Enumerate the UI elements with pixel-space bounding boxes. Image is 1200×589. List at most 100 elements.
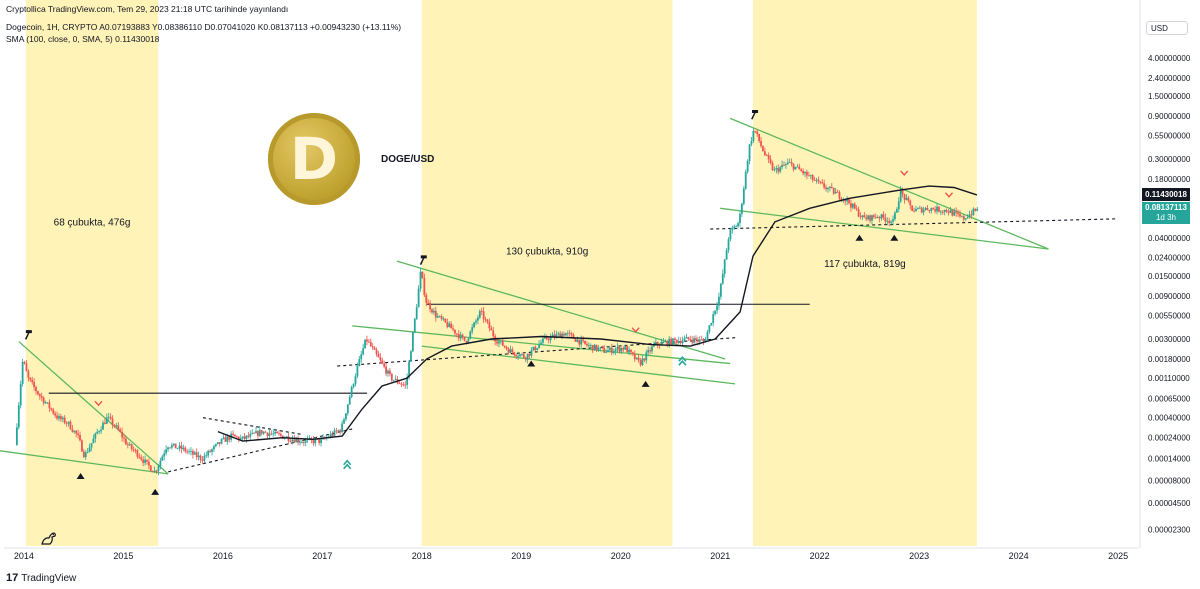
candle-body (714, 310, 717, 315)
triangle-up-icon (76, 472, 85, 479)
highlight-bands (25, 0, 977, 546)
candle-body (561, 333, 563, 338)
candle-body (301, 442, 303, 444)
candle-body (584, 340, 586, 344)
candle-body (955, 211, 958, 213)
candle-body (132, 448, 135, 451)
doge-badge-icon: D (289, 125, 339, 193)
candle-body (369, 341, 372, 347)
candle-body (84, 452, 87, 458)
y-tick-label: 0.00002300 (1148, 525, 1191, 534)
candle-body (103, 422, 106, 424)
candle-body (547, 339, 550, 341)
candle-body (666, 341, 669, 346)
candle-body (205, 455, 208, 457)
dino-icon[interactable] (40, 530, 58, 546)
candle-body (522, 354, 525, 358)
candle-body (23, 361, 26, 364)
x-tick-label: 2015 (113, 551, 133, 561)
candle-body (492, 330, 495, 337)
candle-body (304, 439, 307, 443)
candle-body (360, 354, 363, 360)
candle-body (589, 345, 592, 346)
triangle-up-icon (855, 234, 864, 241)
candle-body (79, 435, 81, 441)
y-tick-label: 0.30000000 (1148, 155, 1191, 164)
candle-body (115, 425, 118, 427)
candle-body (964, 218, 967, 220)
candle-body (930, 208, 933, 211)
candle-body (235, 436, 238, 438)
candle-body (656, 342, 659, 345)
candle-body (220, 438, 223, 444)
candle-body (957, 212, 959, 215)
candle-body (297, 438, 299, 443)
tradingview-logo-icon: 17 (6, 572, 19, 584)
candle-body (37, 391, 39, 395)
tradingview-brand[interactable]: 17 TradingView (6, 572, 76, 584)
candle-body (702, 339, 705, 342)
candle-body (436, 316, 439, 318)
candle-body (461, 334, 464, 337)
candle-body (142, 459, 145, 463)
candle-body (312, 439, 315, 444)
candle-body (559, 333, 562, 338)
candle-body (488, 322, 491, 329)
doge-logo: D (268, 113, 360, 205)
candle-body (77, 433, 80, 436)
candle-body (859, 216, 862, 218)
candle-body (723, 259, 726, 274)
candle-body (620, 348, 623, 352)
candle-body (107, 416, 110, 418)
candle-body (675, 340, 678, 343)
candle-body (674, 338, 676, 341)
candle-body (213, 446, 215, 450)
candle-body (138, 456, 141, 458)
candle-body (134, 450, 137, 451)
candle-body (214, 444, 217, 447)
candle-body (697, 339, 699, 342)
candle-body (465, 340, 468, 343)
candle-body (411, 332, 414, 352)
candle-body (750, 141, 753, 145)
ohlc-line: Dogecoin, 1H, CRYPTO A0.07193883 Y0.0838… (6, 22, 402, 32)
trendline (720, 207, 1049, 250)
candle-body (117, 425, 120, 430)
candle-body (905, 197, 908, 200)
candle-body (545, 336, 548, 340)
candle-body (90, 443, 93, 448)
candle-body (69, 421, 72, 430)
candle-body (614, 349, 617, 352)
candle-body (402, 384, 405, 386)
candle-body (534, 346, 537, 350)
candle-body (886, 220, 889, 222)
candle-body (442, 318, 445, 320)
candle-body (915, 209, 917, 212)
candle-body (71, 429, 74, 432)
candle-body (524, 357, 527, 360)
candle-body (31, 379, 34, 383)
sma-legend[interactable]: SMA (100, close, 0, SMA, 5) 0.11430018 (6, 34, 160, 44)
candle-body (299, 442, 301, 444)
candle-body (260, 430, 263, 434)
candle-body (704, 340, 707, 342)
candle-body (199, 455, 202, 460)
candle-body (65, 422, 68, 424)
candle-body (126, 444, 129, 446)
x-tick-label: 2017 (312, 551, 332, 561)
candle-body (542, 338, 544, 343)
candle-body (739, 213, 741, 224)
candle-body (850, 203, 852, 208)
candle-body (509, 349, 512, 353)
candle-body (27, 371, 30, 378)
candle-body (687, 337, 690, 339)
currency-button[interactable]: USD (1146, 21, 1188, 35)
double-chevron-up-icon (678, 355, 687, 366)
candle-body (341, 423, 343, 433)
sma-price-tag: 0.11430018 (1142, 188, 1190, 201)
candle-body (742, 188, 745, 204)
candle-body (895, 209, 898, 213)
candle-body (938, 206, 940, 212)
candle-body (817, 179, 820, 182)
